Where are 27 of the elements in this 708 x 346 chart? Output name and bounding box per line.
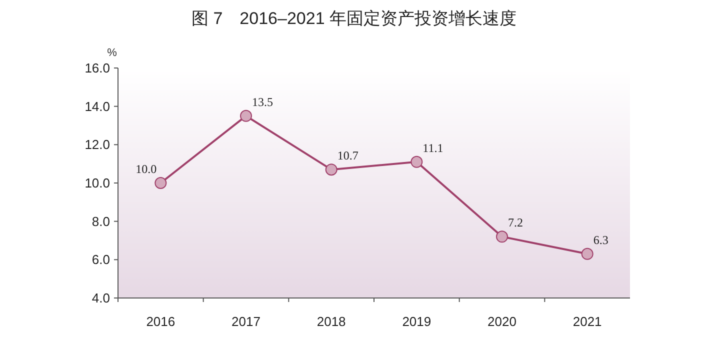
chart-title: 图 7 2016–2021 年固定资产投资增长速度 <box>192 9 516 28</box>
y-tick-label: 14.0 <box>84 98 110 114</box>
data-label: 11.1 <box>422 140 444 155</box>
y-tick-label: 8.0 <box>92 214 110 229</box>
point <box>154 177 167 189</box>
y-tick-label: 4.0 <box>92 290 110 306</box>
point <box>581 248 594 260</box>
data-label: 7.2 <box>508 216 523 230</box>
point <box>410 156 423 168</box>
data-label: 10.7 <box>337 148 358 163</box>
y-tick-label: 16.0 <box>84 60 110 76</box>
x-tick-label: 2019 <box>402 314 432 329</box>
x-tick-label: 2017 <box>232 314 260 329</box>
x-tick-label: 2018 <box>316 314 346 329</box>
point <box>496 230 508 243</box>
x-tick-label: 2020 <box>488 314 516 329</box>
y-tick-label: 6.0 <box>92 252 110 268</box>
data-label: 10.0 <box>136 162 157 176</box>
x-tick-label: 2016 <box>146 314 176 329</box>
data-label: 13.5 <box>252 94 273 109</box>
y-axis-title: % <box>107 47 118 59</box>
y-tick-label: 12.0 <box>84 137 110 152</box>
point <box>240 110 252 122</box>
x-tick-label: 2021 <box>572 314 602 329</box>
point <box>325 164 338 176</box>
y-tick-label: 10.0 <box>84 176 110 190</box>
data-label: 6.3 <box>593 232 608 247</box>
